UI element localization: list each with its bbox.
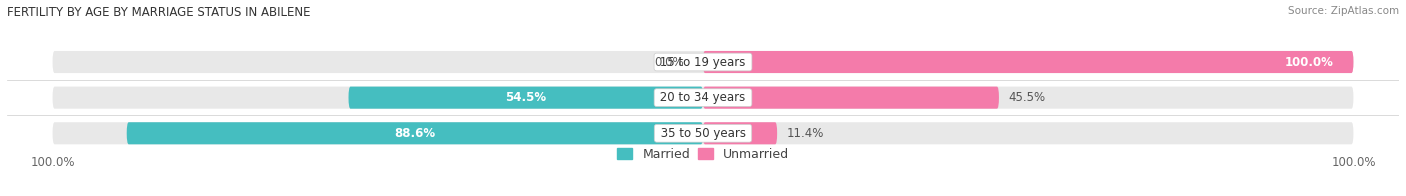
Legend: Married, Unmarried: Married, Unmarried [617, 148, 789, 161]
FancyBboxPatch shape [52, 122, 1354, 144]
FancyBboxPatch shape [52, 51, 1354, 73]
Text: 20 to 34 years: 20 to 34 years [657, 91, 749, 104]
Text: FERTILITY BY AGE BY MARRIAGE STATUS IN ABILENE: FERTILITY BY AGE BY MARRIAGE STATUS IN A… [7, 6, 311, 19]
FancyBboxPatch shape [703, 51, 1354, 73]
Text: 54.5%: 54.5% [505, 91, 547, 104]
FancyBboxPatch shape [127, 122, 703, 144]
Text: 45.5%: 45.5% [1008, 91, 1046, 104]
Text: 11.4%: 11.4% [787, 127, 824, 140]
FancyBboxPatch shape [349, 87, 703, 109]
Text: Source: ZipAtlas.com: Source: ZipAtlas.com [1288, 6, 1399, 16]
Text: 88.6%: 88.6% [394, 127, 436, 140]
Text: 0.0%: 0.0% [654, 55, 683, 69]
FancyBboxPatch shape [52, 87, 1354, 109]
FancyBboxPatch shape [703, 122, 778, 144]
Text: 100.0%: 100.0% [1285, 55, 1334, 69]
FancyBboxPatch shape [703, 87, 998, 109]
Text: 35 to 50 years: 35 to 50 years [657, 127, 749, 140]
Text: 15 to 19 years: 15 to 19 years [657, 55, 749, 69]
